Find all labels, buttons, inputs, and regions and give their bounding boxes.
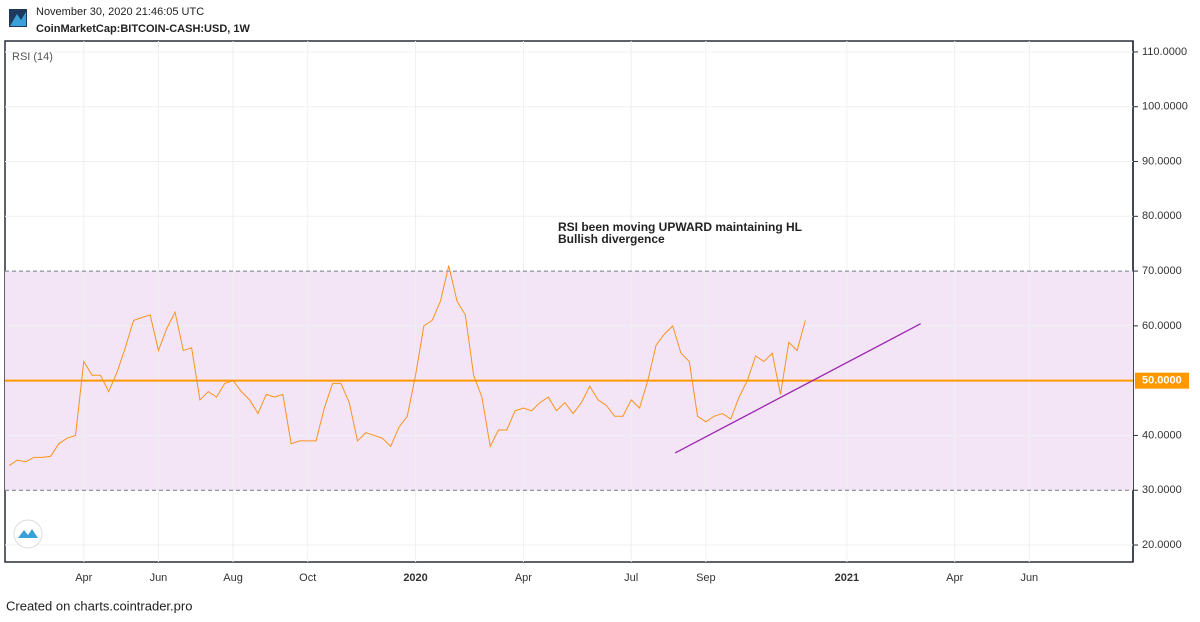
logo <box>9 9 27 27</box>
marks <box>8 265 921 466</box>
x-tick-label: Apr <box>75 572 92 584</box>
y-tick-label: 70.0000 <box>1142 265 1182 277</box>
midline-label-bg <box>1135 372 1189 389</box>
y-tick-label: 100.0000 <box>1142 101 1188 113</box>
x-tick-label: 2020 <box>403 572 427 584</box>
x-tick-label: Sep <box>696 572 716 584</box>
midline-label: 50.0000 <box>1142 375 1182 387</box>
y-tick-label: 110.0000 <box>1142 46 1187 58</box>
x-tick-label: 2021 <box>835 572 859 584</box>
grid <box>5 41 1133 562</box>
trend-line <box>674 323 921 454</box>
y-tick-label: 40.0000 <box>1142 429 1182 441</box>
symbol: CoinMarketCap:BITCOIN-CASH:USD, 1W <box>36 23 251 35</box>
annotation: Bullish divergence <box>558 232 665 246</box>
timestamp: November 30, 2020 21:46:05 UTC <box>36 6 204 18</box>
y-tick-label: 80.0000 <box>1142 210 1182 222</box>
rsi-line <box>8 265 806 466</box>
x-tick-label: Apr <box>515 572 532 584</box>
footer: Created on charts.cointrader.pro <box>6 598 192 613</box>
legend: RSI (14) <box>12 51 53 63</box>
x-tick-label: Aug <box>223 572 243 584</box>
y-tick-label: 30.0000 <box>1142 484 1182 496</box>
watermark <box>13 519 43 549</box>
x-tick-label: Jul <box>624 572 638 584</box>
x-tick-label: Oct <box>299 572 316 584</box>
y-tick-label: 90.0000 <box>1142 155 1182 167</box>
x-tick-label: Jun <box>150 572 168 584</box>
x-tick-label: Apr <box>946 572 963 584</box>
y-tick-label: 20.0000 <box>1142 539 1182 551</box>
y-tick-label: 60.0000 <box>1142 320 1182 332</box>
x-tick-label: Jun <box>1020 572 1038 584</box>
annotation: RSI been moving UPWARD maintaining HL <box>558 220 802 234</box>
